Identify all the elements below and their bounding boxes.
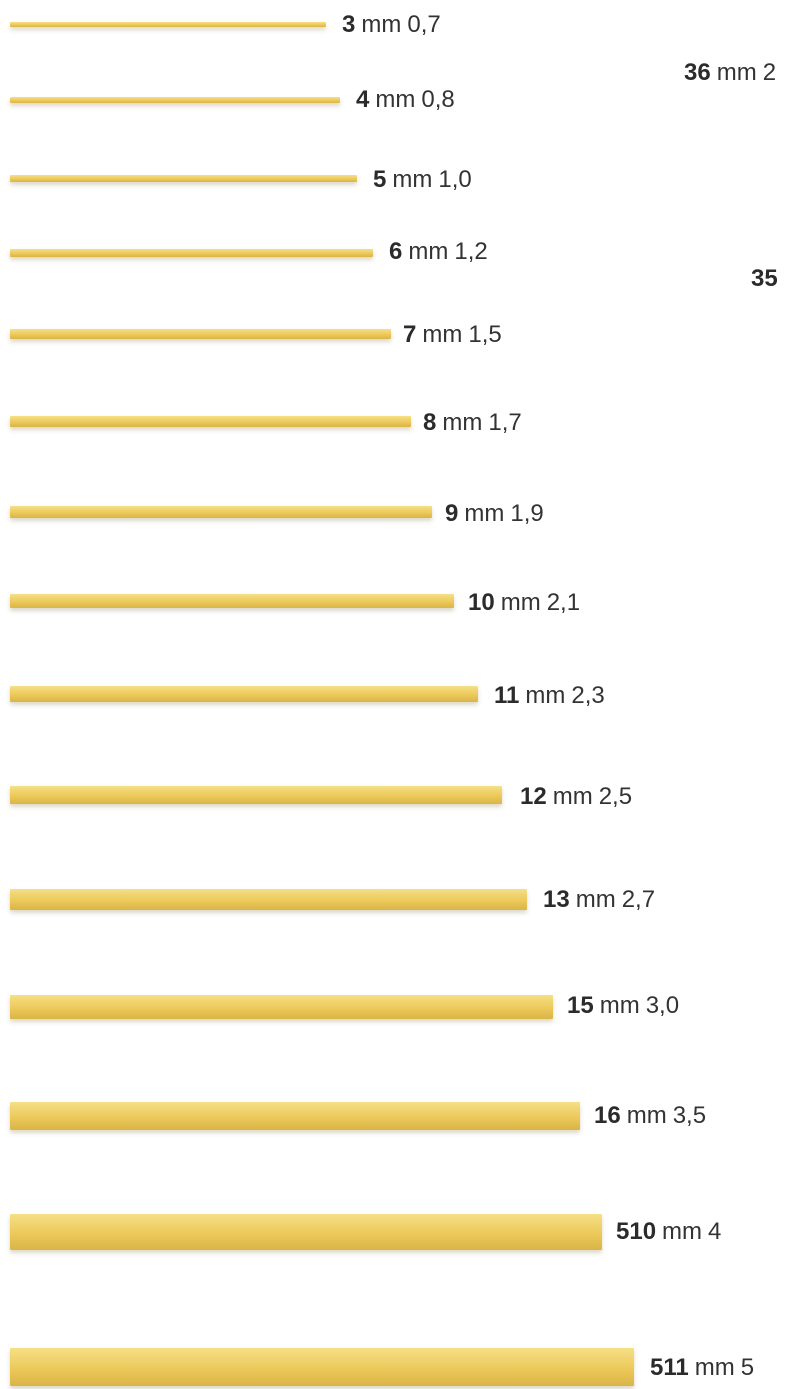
- strand-label: 15 mm 3,0: [567, 994, 679, 1018]
- strand-label: 3 mm 0,7: [342, 13, 441, 37]
- strand-code: 11: [494, 682, 520, 709]
- strand-unit: mm: [694, 1354, 735, 1381]
- strand-size: 1,5: [468, 321, 502, 348]
- strand-size: 2,3: [571, 682, 605, 709]
- strand-size: 3,5: [672, 1102, 707, 1129]
- side-label-code: 36: [684, 59, 711, 86]
- pasta-strand: [10, 97, 340, 103]
- strand-label: 10 mm 2,1: [468, 591, 580, 615]
- strand-unit: mm: [442, 409, 483, 436]
- strand-label: 7 mm 1,5: [403, 323, 502, 347]
- strand-unit: mm: [599, 992, 640, 1019]
- side-label-code: 35: [751, 265, 778, 292]
- strand-label: 5 mm 1,0: [373, 168, 472, 192]
- pasta-strand: [10, 1102, 580, 1130]
- strand-unit: mm: [464, 500, 505, 527]
- strand-size: 3,0: [645, 992, 680, 1019]
- strand-code: 3: [342, 11, 356, 38]
- strand-size: 2,7: [621, 886, 656, 913]
- strand-label: 510 mm 4: [616, 1220, 721, 1244]
- strand-label: 13 mm 2,7: [543, 888, 655, 912]
- strand-size: 0,8: [421, 86, 455, 113]
- strand-size: 2,5: [598, 783, 633, 810]
- strand-code: 4: [356, 86, 370, 113]
- strand-code: 6: [389, 238, 403, 265]
- strand-unit: mm: [626, 1102, 667, 1129]
- pasta-strand: [10, 686, 478, 702]
- strand-code: 13: [543, 886, 570, 913]
- strand-label: 4 mm 0,8: [356, 88, 455, 112]
- strand-label: 8 mm 1,7: [423, 411, 522, 435]
- strand-code: 5: [373, 166, 387, 193]
- strand-label: 11 mm 2,3: [494, 684, 605, 708]
- side-label-size: 2: [762, 59, 777, 86]
- pasta-strand: [10, 249, 373, 257]
- pasta-strand: [10, 416, 411, 427]
- strand-code: 8: [423, 409, 437, 436]
- strand-code: 7: [403, 321, 417, 348]
- strand-size: 4: [708, 1218, 722, 1245]
- pasta-strand: [10, 995, 553, 1019]
- pasta-strand: [10, 506, 432, 518]
- pasta-strand: [10, 594, 454, 608]
- side-label: 36 mm 2: [684, 61, 776, 85]
- strand-code: 15: [567, 992, 594, 1019]
- strand-unit: mm: [422, 321, 463, 348]
- strand-unit: mm: [500, 589, 541, 616]
- strand-unit: mm: [392, 166, 433, 193]
- strand-size: 1,0: [438, 166, 472, 193]
- strand-size: 2,1: [546, 589, 581, 616]
- pasta-strand: [10, 889, 527, 910]
- strand-unit: mm: [662, 1218, 703, 1245]
- strand-code: 12: [520, 783, 547, 810]
- strand-code: 511: [650, 1354, 689, 1381]
- strand-label: 12 mm 2,5: [520, 785, 632, 809]
- strand-unit: mm: [552, 783, 593, 810]
- strand-code: 10: [468, 589, 495, 616]
- pasta-strand: [10, 329, 391, 339]
- strand-unit: mm: [408, 238, 449, 265]
- strand-label: 511 mm 5: [650, 1356, 754, 1380]
- strand-unit: mm: [575, 886, 616, 913]
- strand-unit: mm: [525, 682, 566, 709]
- pasta-strand: [10, 22, 326, 27]
- strand-code: 510: [616, 1218, 657, 1245]
- side-label: 35: [751, 267, 778, 291]
- strand-code: 16: [594, 1102, 621, 1129]
- strand-size: 0,7: [407, 11, 441, 38]
- strand-size: 1,9: [510, 500, 544, 527]
- pasta-strand: [10, 1214, 602, 1250]
- strand-size: 1,7: [488, 409, 522, 436]
- side-label-unit: mm: [716, 59, 757, 86]
- strand-code: 9: [445, 500, 459, 527]
- strand-size: 1,2: [454, 238, 488, 265]
- strand-label: 9 mm 1,9: [445, 502, 544, 526]
- pasta-strand: [10, 786, 502, 804]
- strand-unit: mm: [361, 11, 402, 38]
- pasta-strand: [10, 175, 357, 182]
- strand-label: 6 mm 1,2: [389, 240, 488, 264]
- strand-unit: mm: [375, 86, 416, 113]
- pasta-strand: [10, 1348, 634, 1386]
- strand-size: 5: [740, 1354, 755, 1381]
- strand-label: 16 mm 3,5: [594, 1104, 706, 1128]
